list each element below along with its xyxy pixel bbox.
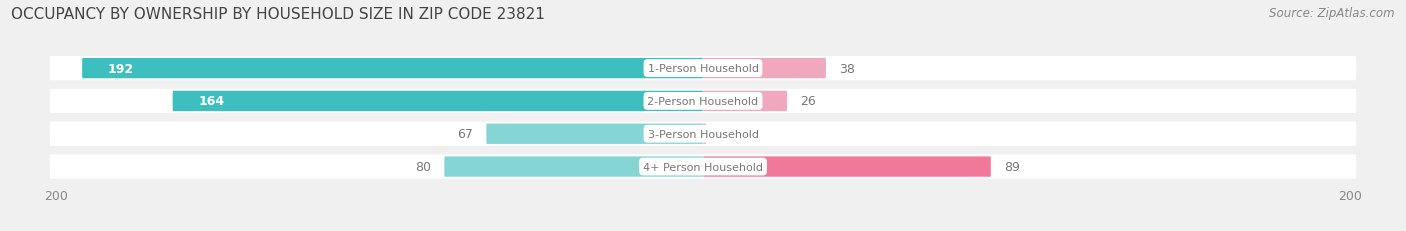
Text: 80: 80 [415,160,432,173]
FancyBboxPatch shape [49,89,1357,114]
FancyBboxPatch shape [49,57,1357,81]
Text: 38: 38 [839,62,855,75]
Text: 4+ Person Household: 4+ Person Household [643,162,763,172]
FancyBboxPatch shape [486,124,703,144]
FancyBboxPatch shape [49,122,1357,146]
FancyBboxPatch shape [703,91,787,112]
Text: 1-Person Household: 1-Person Household [648,64,758,74]
FancyBboxPatch shape [82,59,703,79]
Text: 2-Person Household: 2-Person Household [647,97,759,106]
Text: 3-Person Household: 3-Person Household [648,129,758,139]
FancyBboxPatch shape [49,155,1357,179]
FancyBboxPatch shape [444,157,703,177]
FancyBboxPatch shape [703,157,991,177]
Text: 164: 164 [198,95,225,108]
FancyBboxPatch shape [703,59,825,79]
Text: 192: 192 [108,62,134,75]
Text: 26: 26 [800,95,815,108]
Text: OCCUPANCY BY OWNERSHIP BY HOUSEHOLD SIZE IN ZIP CODE 23821: OCCUPANCY BY OWNERSHIP BY HOUSEHOLD SIZE… [11,7,546,22]
Text: 1: 1 [720,128,727,141]
FancyBboxPatch shape [703,124,706,144]
Text: 89: 89 [1004,160,1019,173]
Text: Source: ZipAtlas.com: Source: ZipAtlas.com [1270,7,1395,20]
Text: 67: 67 [457,128,474,141]
FancyBboxPatch shape [173,91,703,112]
